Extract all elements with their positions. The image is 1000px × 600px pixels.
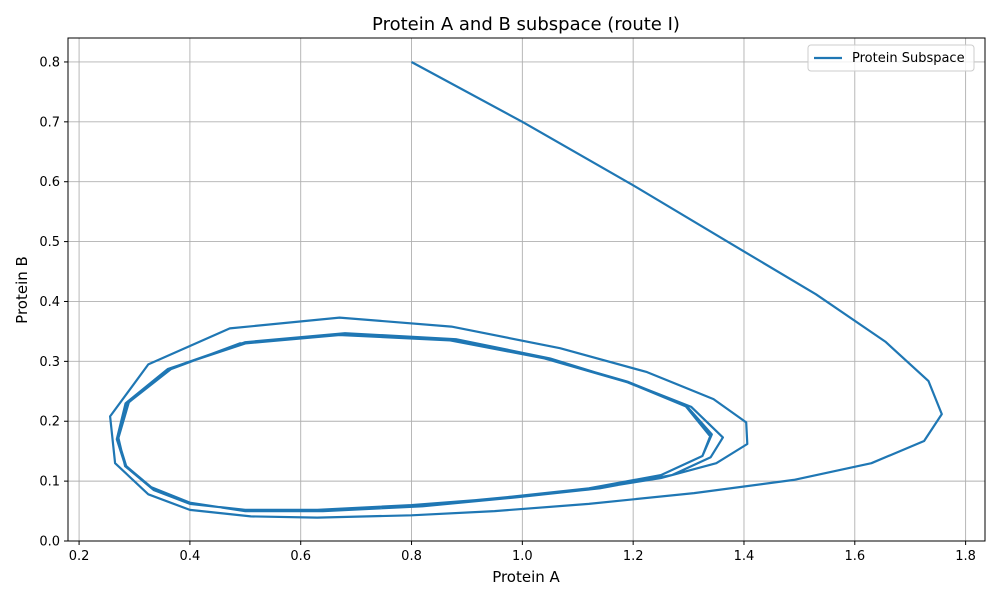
x-tick-label: 1.8	[955, 549, 976, 564]
x-tick-label: 1.0	[512, 549, 533, 564]
series-line-protein-subspace	[109, 61, 943, 519]
y-tick-label: 0.6	[39, 175, 60, 190]
ticks: 0.2 0.4 0.6 0.8 1.0 1.2 1.4 1.6 1.8 0.0 0.1 0.2 0.3 0…	[39, 55, 976, 564]
x-tick-label: 1.6	[844, 549, 865, 564]
plot-frame	[67, 37, 986, 542]
y-tick-label: 0.4	[39, 295, 60, 310]
legend: Protein Subspace	[807, 44, 975, 72]
x-tick-label: 0.6	[290, 549, 311, 564]
legend-box	[807, 44, 975, 72]
y-tick-label: 0.2	[39, 415, 60, 430]
y-tick-label: 0.5	[39, 235, 60, 250]
y-tick-label: 0.3	[39, 355, 60, 370]
x-tick-label: 0.8	[401, 549, 422, 564]
y-tick-label: 0.0	[39, 535, 60, 550]
x-axis-label: Protein A	[492, 568, 560, 586]
y-tick-label: 0.8	[39, 55, 60, 70]
grid	[68, 38, 985, 542]
series-layer	[109, 61, 943, 519]
chart-title: Protein A and B subspace (route I)	[372, 14, 680, 35]
x-tick-label: 0.4	[180, 549, 201, 564]
x-tick-label: 1.2	[623, 549, 644, 564]
y-tick-label: 0.7	[39, 115, 60, 130]
x-tick-label: 1.4	[734, 549, 755, 564]
y-axis-label: Protein B	[13, 256, 31, 324]
y-tick-label: 0.1	[39, 475, 60, 490]
x-tick-label: 0.2	[69, 549, 90, 564]
legend-label: Protein Subspace	[852, 51, 965, 66]
